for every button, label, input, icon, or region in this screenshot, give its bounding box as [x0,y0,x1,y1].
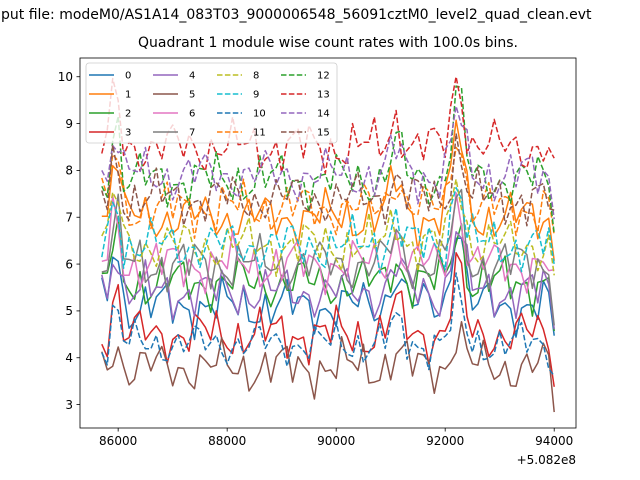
x-tick-label: 94000 [535,434,573,448]
axes-frame [79,57,577,429]
legend-label-15: 15 [317,128,330,139]
series-line-5 [101,320,555,413]
legend-label-8: 8 [253,71,259,82]
series-line-2 [101,215,555,332]
y-tick-label: 8 [65,164,73,178]
series-line-1 [101,119,555,261]
figure-suptitle: Input file: modeM0/AS1A14_083T03_9000006… [0,7,592,23]
series-line-11 [101,146,555,240]
series-line-15 [101,132,555,227]
series-line-9 [101,186,555,274]
series-line-12 [101,85,555,234]
y-tick-label: 4 [65,351,73,365]
plot-area [101,75,555,413]
legend-label-7: 7 [189,128,195,139]
x-tick-label: 92000 [426,434,464,448]
legend-label-3: 3 [125,128,131,139]
y-tick-label: 10 [58,70,73,84]
x-tick-label: 86000 [99,434,137,448]
legend-label-14: 14 [317,109,330,120]
legend-label-10: 10 [253,109,266,120]
y-tick-label: 5 [65,304,73,318]
y-tick-label: 6 [65,257,73,271]
legend-label-0: 0 [125,71,131,82]
x-tick-label: 90000 [317,434,355,448]
series-line-14 [101,105,555,220]
legend-label-9: 9 [253,90,259,101]
legend-label-6: 6 [189,109,195,120]
legend-label-11: 11 [253,128,266,139]
legend-box [85,62,338,144]
series-line-8 [101,178,555,278]
series-line-4 [101,231,555,330]
y-tick-label: 7 [65,211,73,225]
x-offset-label: +5.082e8 [517,453,576,467]
legend-label-5: 5 [189,90,195,101]
x-tick-label: 88000 [208,434,246,448]
series-group [101,75,555,413]
legend-label-2: 2 [125,109,131,120]
legend-label-4: 4 [189,71,195,82]
legend-label-13: 13 [317,90,330,101]
y-tick-label: 9 [65,117,73,131]
axes: 86000 88000 90000 92000 94000 +5.082e8 3 4 5 6 7 8 9… [58,57,577,467]
series-line-6 [101,192,555,296]
y-tick-label: 3 [65,398,73,412]
series-line-10 [101,272,555,377]
legend-label-1: 1 [125,90,131,101]
legend-label-12: 12 [317,71,330,82]
chart-title: Quadrant 1 module wise count rates with … [138,35,518,51]
